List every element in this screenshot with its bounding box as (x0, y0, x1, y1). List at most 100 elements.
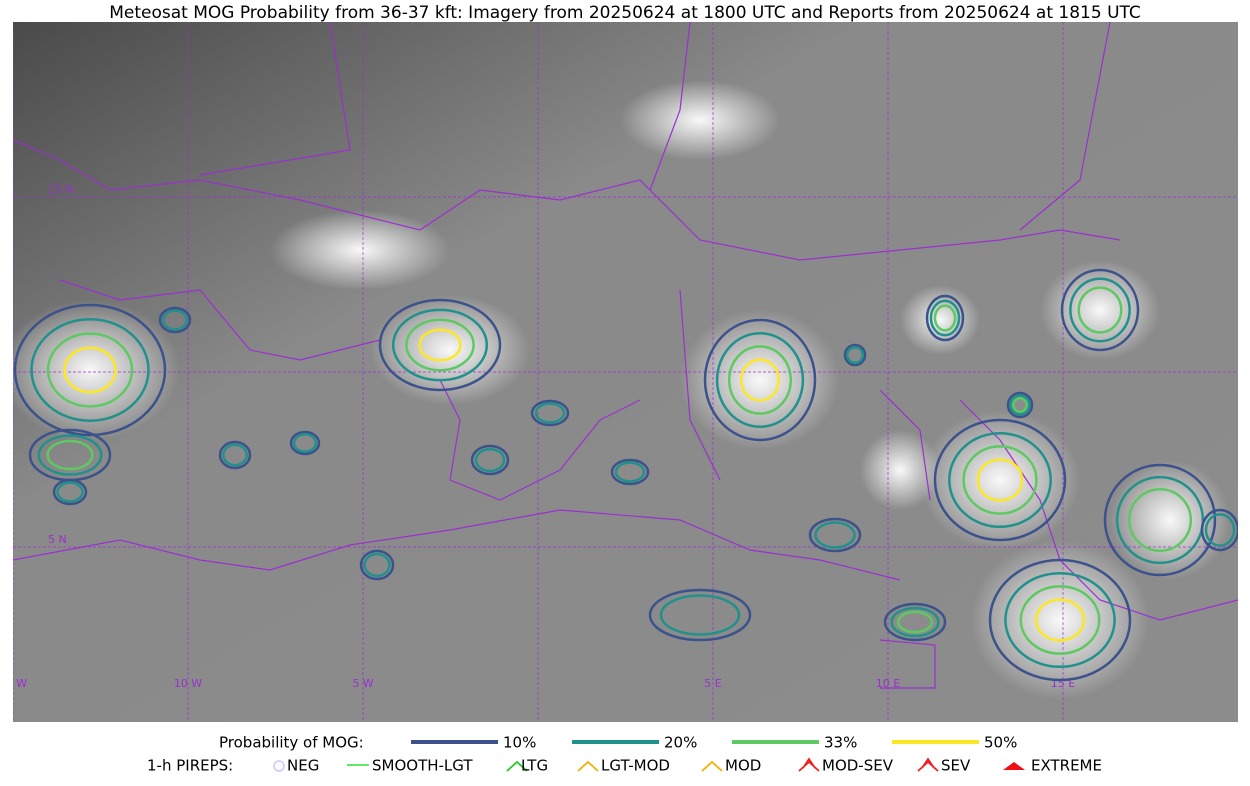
pirep-symbol (701, 760, 723, 772)
contour (63, 346, 117, 394)
lon-label: 15 W (0, 677, 27, 690)
contour (30, 318, 150, 422)
cloud (1040, 260, 1160, 360)
pirep-symbol (273, 760, 285, 772)
lon-label: 5 W (352, 677, 373, 690)
contour (814, 521, 856, 549)
pirep-label: LTG (521, 757, 548, 775)
contour (845, 345, 865, 365)
contour (1204, 513, 1236, 547)
contour (37, 434, 103, 476)
contour (1019, 585, 1101, 655)
pirep-symbol (917, 757, 939, 772)
contour (896, 610, 934, 634)
pirep-label: SEV (941, 757, 971, 775)
contour (808, 517, 862, 553)
contour (13, 303, 167, 437)
contour (1060, 268, 1140, 352)
pirep-label: SMOOTH-LGT (372, 757, 473, 775)
contour (1012, 397, 1028, 413)
pirep-label: NEG (287, 757, 319, 775)
contour (843, 343, 867, 367)
cloud (970, 540, 1150, 700)
contour (962, 445, 1038, 515)
contour (1200, 508, 1238, 552)
pirep-label: MOD-SEV (822, 757, 894, 775)
lat-label: 5 N (48, 533, 67, 546)
contour (363, 552, 391, 578)
contour (46, 439, 94, 471)
contour (1009, 394, 1031, 416)
contour (218, 440, 252, 470)
contour (289, 430, 321, 456)
pirep-label: LGT-MOD (601, 757, 670, 775)
contour (610, 458, 650, 486)
contour (46, 332, 134, 408)
contour (883, 602, 947, 642)
legend: Probability of MOG: 1-h PIREPS: 10% 20% 33… (147, 734, 1102, 775)
contour (1115, 475, 1205, 565)
lon-label: 5 E (704, 677, 721, 690)
contour (1077, 286, 1123, 334)
contour (534, 402, 566, 424)
contour (378, 298, 502, 392)
contour (405, 318, 475, 372)
lat-label: 15 N (48, 183, 74, 196)
contour (1034, 598, 1086, 642)
contour (470, 444, 510, 476)
contour (933, 304, 957, 332)
lon-label: 10 E (876, 677, 900, 690)
legend-title: Probability of MOG: (219, 734, 364, 752)
contour (614, 461, 646, 483)
legend-label: 33% (824, 734, 857, 752)
contour (703, 318, 817, 442)
contour (727, 345, 793, 415)
pireps-title: 1-h PIREPS: (147, 757, 233, 775)
contour (52, 478, 88, 506)
contour (56, 481, 84, 503)
cloud (370, 295, 530, 405)
contours (13, 268, 1238, 682)
legend-label: 10% (503, 734, 536, 752)
contour (929, 299, 961, 337)
cloud (620, 80, 780, 160)
contour (162, 309, 188, 331)
title: Meteosat MOG Probability from 36-37 kft:… (109, 3, 1141, 23)
contour (391, 308, 489, 382)
contour (474, 447, 506, 473)
contour (933, 418, 1067, 542)
pirep-symbol (1003, 762, 1025, 770)
contour (740, 358, 780, 402)
contour (890, 606, 940, 638)
cloud (1110, 460, 1230, 580)
contour (292, 433, 318, 453)
contour (715, 331, 805, 429)
cloud (680, 310, 840, 450)
pirep-symbol (798, 757, 820, 772)
pirep-label: MOD (725, 757, 761, 775)
contour (418, 328, 462, 362)
contour (948, 431, 1052, 529)
cloud (860, 430, 940, 510)
cloud (13, 300, 180, 440)
contour (1103, 463, 1217, 577)
contour (1004, 571, 1116, 669)
pirep-symbol (577, 760, 599, 772)
pirep-label: EXTREME (1031, 757, 1102, 775)
legend-label: 50% (984, 734, 1017, 752)
legend-label: 20% (664, 734, 697, 752)
cloud (920, 410, 1080, 550)
contour (925, 294, 965, 342)
contour (359, 549, 395, 581)
contour (988, 558, 1132, 682)
lon-label: 10 W (174, 677, 202, 690)
contour (976, 458, 1024, 502)
pirep-symbol (506, 760, 528, 772)
contour (648, 588, 752, 642)
cloud (270, 210, 450, 290)
cloud (900, 285, 980, 355)
contour (222, 443, 248, 467)
